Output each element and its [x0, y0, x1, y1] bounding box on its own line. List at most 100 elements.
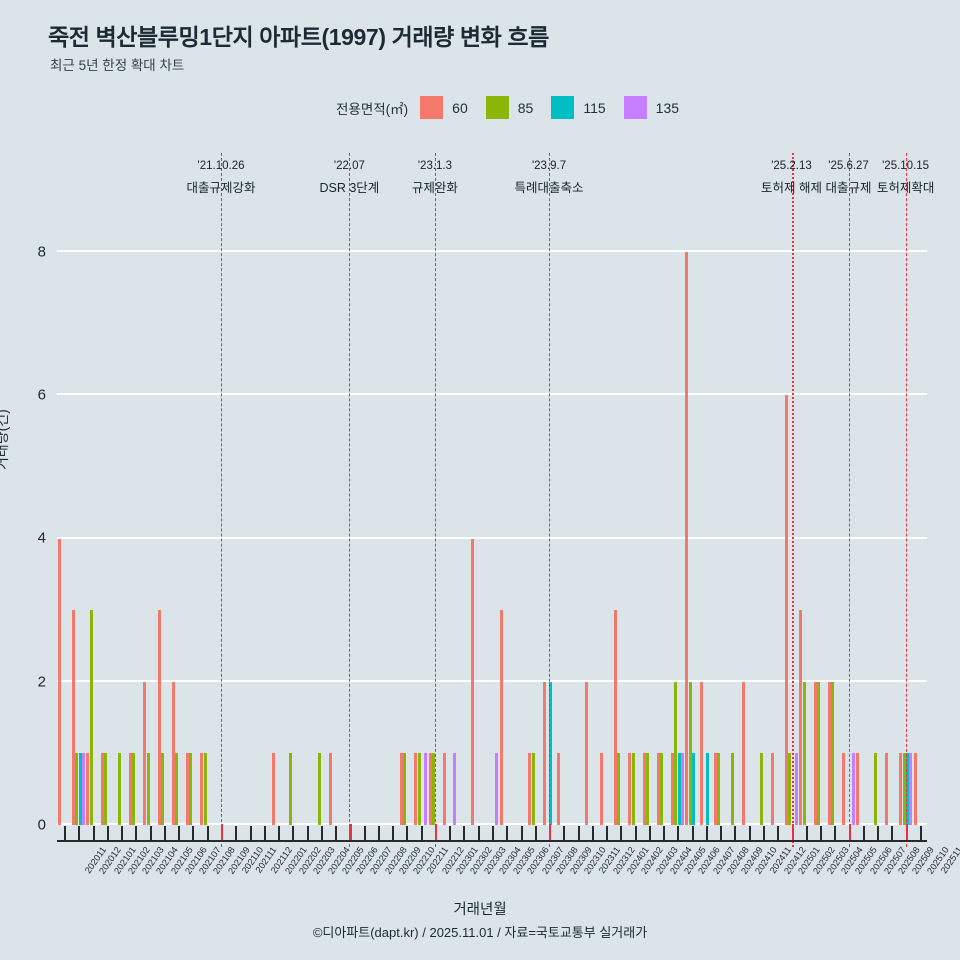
x-tick-202208: [363, 826, 366, 840]
x-tick-202501: [777, 826, 780, 840]
y-tick-label-8: 8: [37, 243, 46, 261]
bar-202412-85: [759, 753, 763, 825]
x-tick-202304: [477, 826, 480, 840]
bar-202309-60: [542, 681, 546, 825]
bar-202503-60: [799, 610, 803, 825]
bar-202106-85: [160, 753, 164, 825]
gridline-y-8: [57, 249, 927, 252]
bar-202510-115: [905, 753, 909, 825]
bar-202503-85: [802, 681, 806, 825]
bar-202406-85: [674, 681, 678, 825]
legend-item-85[interactable]: 85: [485, 96, 548, 119]
bar-202408-115: [706, 753, 710, 825]
event-line-202309: [549, 153, 551, 847]
bar-202506-135: [852, 753, 856, 825]
x-tick-202410: [734, 826, 737, 840]
event-label-202309: '23.9.7 특례대출축소: [515, 160, 584, 196]
x-tick-202311: [577, 826, 580, 840]
event-date-202110: '21.10.26: [197, 160, 245, 172]
bar-202409-85: [717, 753, 721, 825]
legend-item-115[interactable]: 115: [551, 96, 619, 119]
bar-202105-85: [146, 753, 150, 825]
bar-202407-85: [688, 681, 692, 825]
x-tick-202302: [449, 826, 452, 840]
bar-202308-60: [528, 753, 532, 825]
right-edge-mask: [944, 140, 960, 220]
x-tick-202303: [463, 826, 466, 840]
x-tick-202102: [106, 826, 109, 840]
bar-202211-85: [403, 753, 407, 825]
legend-label-60: 60: [452, 99, 468, 116]
bar-202502-135: [794, 753, 798, 825]
x-tick-202109: [206, 826, 209, 840]
bar-202308-85: [531, 753, 535, 825]
bar-202504-85: [816, 681, 820, 825]
event-date-202510: '25.10.15: [882, 160, 930, 172]
bar-202510-60: [899, 753, 903, 825]
x-tick-202209: [377, 826, 380, 840]
x-tick-202404: [648, 826, 651, 840]
bar-202310-60: [556, 753, 560, 825]
bar-202405-60: [656, 753, 660, 825]
x-tick-202105: [149, 826, 152, 840]
bar-202407-115: [691, 753, 695, 825]
x-tick-202506: [848, 824, 851, 840]
x-tick-202011: [64, 826, 67, 840]
event-text-202309: 특례대출축소: [514, 181, 584, 195]
event-label-202502: '25.2.13 토허제 해제: [761, 160, 822, 196]
event-label-202301: '23.1.3 규제완화: [412, 160, 458, 196]
x-tick-202407: [691, 826, 694, 840]
event-line-202506: [848, 153, 850, 847]
x-axis-title: 거래년월: [453, 902, 507, 918]
legend-item-135[interactable]: 135: [623, 96, 693, 119]
legend-item-60[interactable]: 60: [420, 96, 482, 119]
x-tick-202207: [349, 824, 352, 840]
bar-202403-85: [631, 753, 635, 825]
event-date-202301: '23.1.3: [417, 160, 453, 172]
x-tick-202112: [249, 826, 252, 840]
y-tick-label-4: 4: [37, 529, 46, 547]
x-tick-202405: [663, 826, 666, 840]
bar-202109-60: [200, 753, 204, 825]
y-axis-labels: 0 2 4 6 8: [0, 209, 57, 833]
bar-202408-60: [699, 681, 703, 825]
event-text-202510: 토허제확대: [876, 181, 935, 195]
bar-202410-85: [731, 753, 735, 825]
event-label-202510: '25.10.15 토허제확대: [877, 160, 935, 196]
bar-202106-60: [157, 610, 161, 825]
bar-202409-60: [713, 753, 717, 825]
event-line-202502: [791, 153, 794, 847]
x-tick-202307: [520, 826, 523, 840]
x-tick-202511: [919, 826, 922, 840]
bar-202104-85: [132, 753, 136, 825]
x-tick-202202: [278, 826, 281, 840]
bar-202103-85: [118, 753, 122, 825]
bar-202011-60: [57, 538, 61, 825]
event-date-202502: '25.2.13: [771, 160, 812, 172]
x-tick-202104: [135, 826, 138, 840]
bar-202012-60: [72, 610, 76, 825]
x-tick-202409: [720, 826, 723, 840]
x-tick-202508: [877, 826, 880, 840]
y-tick-label-0: 0: [37, 816, 46, 834]
x-tick-202502: [791, 824, 794, 840]
bar-202203-85: [289, 753, 293, 825]
bar-202104-60: [129, 753, 133, 825]
bar-202505-60: [827, 681, 831, 825]
legend-swatch-85: [485, 96, 509, 119]
x-tick-202107: [178, 826, 181, 840]
x-tick-202210: [392, 826, 395, 840]
event-date-202309: '23.9.7: [531, 160, 567, 172]
x-tick-202505: [834, 826, 837, 840]
x-tick-202203: [292, 826, 295, 840]
bar-202206-60: [328, 753, 332, 825]
bar-202212-135: [424, 753, 428, 825]
bar-202507-60: [856, 753, 860, 825]
bar-202108-60: [186, 753, 190, 825]
bar-202102-85: [103, 753, 107, 825]
legend-title: 전용면적(㎡): [336, 101, 409, 117]
bar-202305-135: [495, 753, 499, 825]
x-tick-202412: [762, 826, 765, 840]
x-tick-202403: [634, 826, 637, 840]
